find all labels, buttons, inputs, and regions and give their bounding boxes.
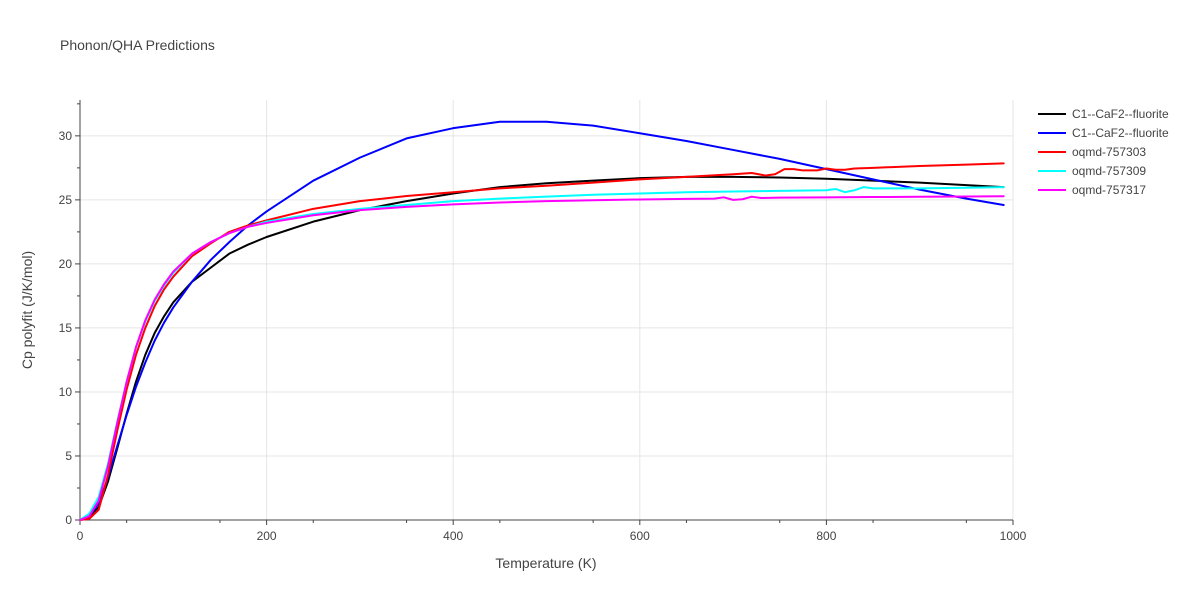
y-tick-label: 10 bbox=[59, 385, 73, 399]
legend-label: oqmd-757303 bbox=[1072, 145, 1146, 159]
series-line-4 bbox=[79, 186, 1005, 521]
axes-layer bbox=[79, 100, 1013, 521]
legend-label: oqmd-757309 bbox=[1072, 164, 1146, 178]
y-tick-label: 30 bbox=[59, 129, 73, 143]
series-line-2 bbox=[79, 120, 1005, 521]
series-line-1 bbox=[79, 175, 1005, 521]
y-tick-label: 0 bbox=[65, 513, 72, 527]
series-line-5 bbox=[79, 195, 1005, 521]
legend: C1--CaF2--fluorite C1--CaF2--fluorite oqmd… bbox=[1038, 107, 1169, 197]
y-tick-label: 5 bbox=[65, 449, 72, 463]
y-axis-title: Cp polyfit (J/K/mol) bbox=[19, 251, 35, 369]
x-tick-label: 600 bbox=[630, 529, 650, 543]
y-tick-label: 15 bbox=[59, 321, 73, 335]
y-tick-label: 20 bbox=[59, 257, 73, 271]
x-tick-label: 800 bbox=[816, 529, 836, 543]
x-tick-label: 400 bbox=[443, 529, 463, 543]
chart-title: Phonon/QHA Predictions bbox=[60, 37, 215, 53]
series-line-3 bbox=[79, 162, 1005, 521]
x-axis-title: Temperature (K) bbox=[495, 555, 596, 571]
x-tick-label: 0 bbox=[77, 529, 84, 543]
legend-label: oqmd-757317 bbox=[1072, 183, 1146, 197]
grid-layer bbox=[80, 100, 1014, 520]
y-tick-label: 25 bbox=[59, 193, 73, 207]
legend-label: C1--CaF2--fluorite bbox=[1072, 107, 1169, 121]
series-layer bbox=[79, 120, 1005, 521]
x-tick-label: 1000 bbox=[1000, 529, 1027, 543]
x-tick-label: 200 bbox=[257, 529, 277, 543]
y-tick-labels: 0 5 10 15 20 25 30 bbox=[59, 103, 80, 527]
x-tick-labels: 0 200 400 600 800 1000 bbox=[77, 520, 1027, 543]
legend-label: C1--CaF2--fluorite bbox=[1072, 126, 1169, 140]
